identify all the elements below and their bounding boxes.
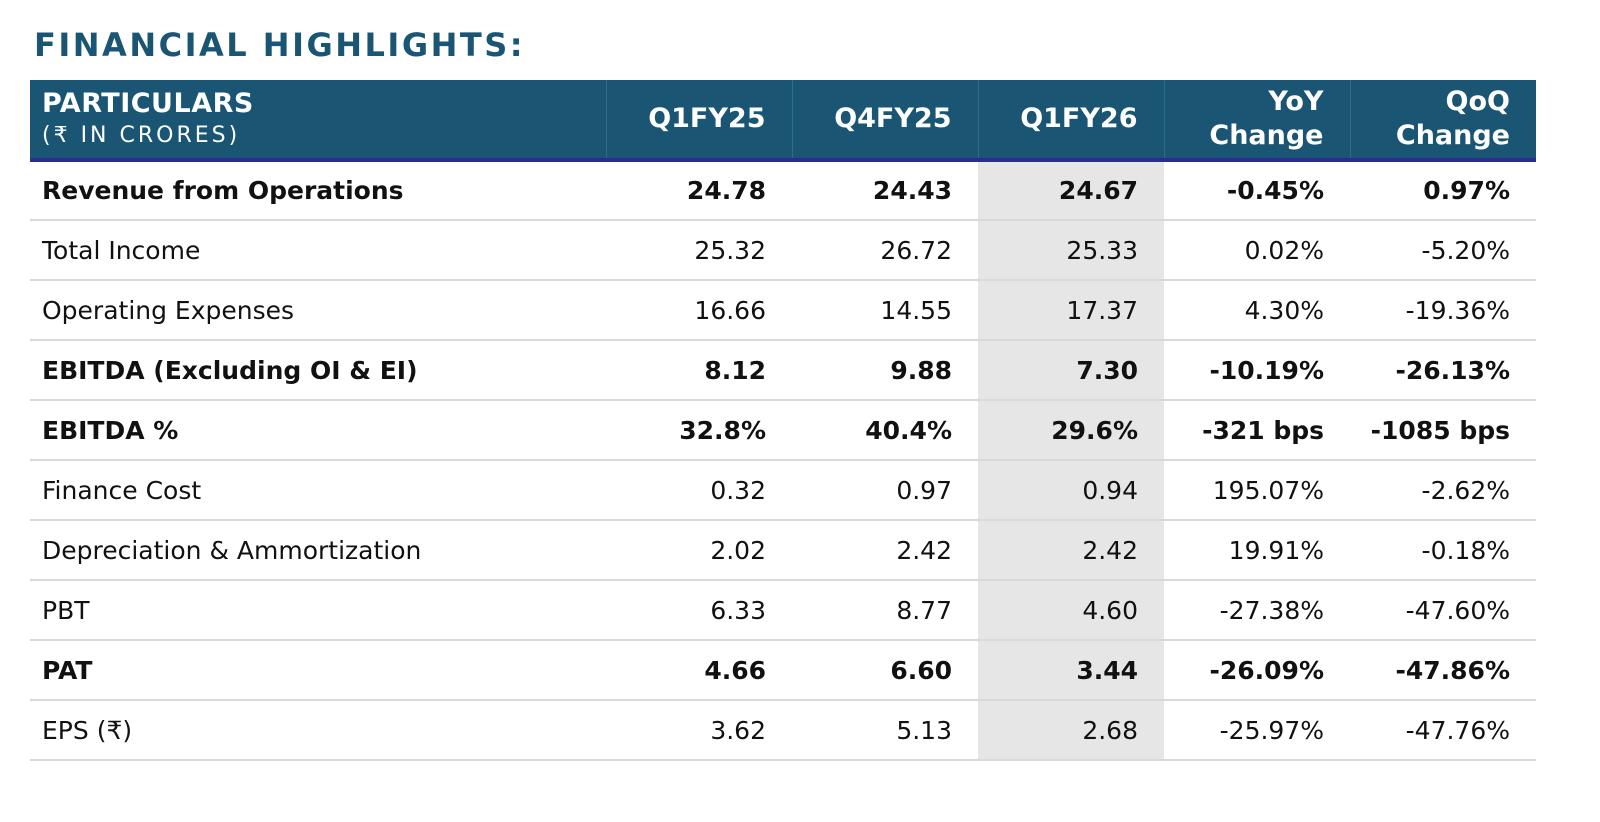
row-label: EBITDA % xyxy=(42,415,179,445)
cell-q4fy25: 2.42 xyxy=(896,535,952,565)
cell-q1fy25: 16.66 xyxy=(694,295,766,325)
cell-q1fy25: 24.78 xyxy=(686,176,766,205)
cell-q1fy25: 4.66 xyxy=(704,655,766,685)
cell-q1fy26: 7.30 xyxy=(978,340,1164,400)
table-row: EBITDA % 32.8% 40.4% 29.6% -321 bps -108… xyxy=(30,400,1536,460)
cell-qoq: -47.76% xyxy=(1405,715,1510,745)
cell-q4fy25: 14.55 xyxy=(880,295,952,325)
cell-q4fy25: 8.77 xyxy=(896,595,952,625)
row-label: Operating Expenses xyxy=(42,295,295,325)
cell-q1fy25: 8.12 xyxy=(704,355,766,385)
cell-yoy: -25.97% xyxy=(1219,715,1324,745)
cell-qoq: -26.13% xyxy=(1395,355,1510,385)
header-q4fy25: Q4FY25 xyxy=(792,80,979,162)
cell-q1fy26: 3.44 xyxy=(978,640,1164,700)
cell-qoq: -19.36% xyxy=(1405,295,1510,325)
row-label: Finance Cost xyxy=(42,475,202,505)
cell-q1fy25: 0.32 xyxy=(710,475,766,505)
cell-q4fy25: 9.88 xyxy=(890,355,952,385)
cell-qoq: -1085 bps xyxy=(1370,415,1510,445)
table-row: EBITDA (Excluding OI & EI) 8.12 9.88 7.3… xyxy=(30,340,1536,400)
cell-yoy: -27.38% xyxy=(1219,595,1324,625)
table-row: Revenue from Operations 24.78 24.43 24.6… xyxy=(30,160,1536,220)
cell-yoy: -321 bps xyxy=(1202,415,1324,445)
header-qoq-change: QoQ Change xyxy=(1350,80,1536,162)
qoq-change-label: Change xyxy=(1395,120,1510,151)
header-particulars: PARTICULARS (₹ IN CRORES) xyxy=(30,80,607,162)
table-row: Finance Cost 0.32 0.97 0.94 195.07% -2.6… xyxy=(30,460,1536,520)
row-label: Revenue from Operations xyxy=(42,176,404,205)
header-q1fy26: Q1FY26 xyxy=(978,80,1165,162)
cell-q1fy26: 17.37 xyxy=(978,280,1164,340)
cell-q1fy26: 24.67 xyxy=(978,160,1164,220)
cell-q1fy25: 2.02 xyxy=(710,535,766,565)
row-label: PBT xyxy=(42,595,90,625)
row-label: Depreciation & Ammortization xyxy=(42,535,422,565)
table-row: PBT 6.33 8.77 4.60 -27.38% -47.60% xyxy=(30,580,1536,640)
cell-q1fy25: 32.8% xyxy=(679,415,766,445)
cell-q1fy26: 2.42 xyxy=(978,520,1164,580)
table-row: Operating Expenses 16.66 14.55 17.37 4.3… xyxy=(30,280,1536,340)
yoy-change-label: Change xyxy=(1209,120,1324,151)
particulars-label: PARTICULARS xyxy=(42,88,254,119)
table-header-row: PARTICULARS (₹ IN CRORES) Q1FY25 Q4FY25 … xyxy=(30,80,1536,162)
cell-q4fy25: 40.4% xyxy=(865,415,952,445)
table-body: Revenue from Operations 24.78 24.43 24.6… xyxy=(30,160,1536,760)
cell-q1fy26: 0.94 xyxy=(978,460,1164,520)
cell-q1fy26: 4.60 xyxy=(978,580,1164,640)
cell-yoy: -26.09% xyxy=(1209,655,1324,685)
page-title: FINANCIAL HIGHLIGHTS: xyxy=(34,26,526,64)
cell-qoq: -2.62% xyxy=(1421,475,1510,505)
cell-q1fy26: 25.33 xyxy=(978,220,1164,280)
units-label: (₹ IN CRORES) xyxy=(42,123,241,148)
cell-yoy: 0.02% xyxy=(1244,235,1324,265)
table-row: Depreciation & Ammortization 2.02 2.42 2… xyxy=(30,520,1536,580)
financial-highlights-table: PARTICULARS (₹ IN CRORES) Q1FY25 Q4FY25 … xyxy=(30,80,1536,761)
yoy-label: YoY xyxy=(1268,86,1324,117)
cell-q4fy25: 0.97 xyxy=(896,475,952,505)
cell-q4fy25: 26.72 xyxy=(880,235,952,265)
row-label: PAT xyxy=(42,655,93,685)
cell-qoq: 0.97% xyxy=(1423,176,1510,205)
row-label: EPS (₹) xyxy=(42,715,133,745)
table-row: Total Income 25.32 26.72 25.33 0.02% -5.… xyxy=(30,220,1536,280)
cell-q4fy25: 24.43 xyxy=(872,176,952,205)
cell-yoy: 4.30% xyxy=(1244,295,1324,325)
row-label: EBITDA (Excluding OI & EI) xyxy=(42,355,418,385)
cell-qoq: -47.86% xyxy=(1395,655,1510,685)
table-row: PAT 4.66 6.60 3.44 -26.09% -47.86% xyxy=(30,640,1536,700)
cell-qoq: -0.18% xyxy=(1421,535,1510,565)
cell-q1fy26: 29.6% xyxy=(978,400,1164,460)
cell-q1fy25: 25.32 xyxy=(694,235,766,265)
table-row: EPS (₹) 3.62 5.13 2.68 -25.97% -47.76% xyxy=(30,700,1536,760)
cell-qoq: -47.60% xyxy=(1405,595,1510,625)
cell-yoy: -0.45% xyxy=(1226,176,1324,205)
header-yoy-change: YoY Change xyxy=(1164,80,1351,162)
cell-q1fy26: 2.68 xyxy=(978,700,1164,760)
cell-q4fy25: 5.13 xyxy=(896,715,952,745)
cell-q4fy25: 6.60 xyxy=(890,655,952,685)
cell-qoq: -5.20% xyxy=(1421,235,1510,265)
header-q1fy25: Q1FY25 xyxy=(606,80,793,162)
cell-yoy: -10.19% xyxy=(1209,355,1324,385)
cell-q1fy25: 6.33 xyxy=(710,595,766,625)
qoq-label: QoQ xyxy=(1445,86,1510,117)
cell-yoy: 19.91% xyxy=(1228,535,1324,565)
row-label: Total Income xyxy=(42,235,201,265)
cell-yoy: 195.07% xyxy=(1212,475,1324,505)
cell-q1fy25: 3.62 xyxy=(710,715,766,745)
